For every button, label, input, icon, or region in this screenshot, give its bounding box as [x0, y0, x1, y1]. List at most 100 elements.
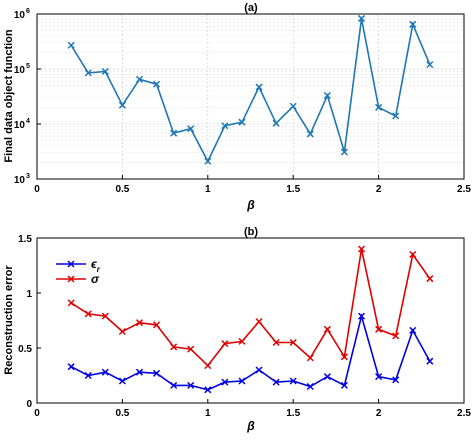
x-tick-label: 2.5 — [457, 408, 471, 419]
series-line — [70, 312, 431, 391]
data-point — [272, 119, 280, 127]
x-tick-label: 2 — [376, 184, 382, 195]
panel-b-series — [67, 245, 434, 394]
data-point — [67, 299, 75, 307]
data-point — [187, 125, 195, 133]
panel-b: (b) 0 0.5 1 1.5 2 2.5 0 0.5 1 1.5 Reconstruction … — [3, 226, 471, 433]
data-point — [375, 325, 383, 333]
x-tick-label: 0 — [34, 408, 40, 419]
data-point — [375, 103, 383, 111]
legend-marker — [67, 275, 75, 283]
data-point — [272, 378, 280, 386]
data-point — [340, 148, 348, 156]
panel-b-ticks: 0 0.5 1 1.5 2 2.5 0 0.5 1 1.5 — [18, 234, 471, 419]
x-tick-label: 1.5 — [286, 408, 300, 419]
y-tick-base: 10 — [14, 10, 26, 21]
y-tick-label: 1 — [26, 289, 32, 300]
data-point — [375, 373, 383, 381]
data-point — [306, 382, 314, 391]
data-point — [118, 101, 126, 109]
y-tick-label: 10 4 — [14, 118, 30, 131]
data-point — [340, 353, 348, 361]
data-point — [357, 14, 366, 22]
data-point — [289, 102, 297, 110]
data-point — [409, 250, 417, 259]
y-tick-base: 10 — [14, 120, 26, 131]
data-point — [135, 75, 144, 83]
data-point — [323, 373, 331, 381]
data-point — [272, 338, 280, 347]
data-point — [289, 377, 297, 385]
panel-b-legend: ϵrσ — [56, 257, 101, 286]
x-tick-label: 2.5 — [457, 184, 471, 195]
y-tick-exponent: 6 — [26, 8, 30, 15]
panel-b-xlabel: β — [246, 419, 255, 433]
data-point — [84, 310, 92, 318]
data-point — [392, 112, 400, 120]
panel-b-ylabel: Reconstruction error — [3, 265, 15, 375]
series-line — [70, 248, 431, 367]
data-point — [426, 275, 434, 283]
data-point — [204, 157, 212, 165]
data-point — [340, 381, 348, 389]
x-tick-label: 0 — [34, 184, 40, 195]
x-tick-label: 0.5 — [115, 408, 129, 419]
data-point — [392, 332, 400, 340]
panel-a-axes-box — [36, 13, 465, 180]
data-point — [255, 83, 263, 91]
panel-b-title: (b) — [244, 226, 258, 238]
panel-a-ylabel: Final data object function — [3, 29, 15, 163]
data-point — [392, 376, 400, 384]
y-tick-label: 0.5 — [18, 344, 32, 355]
y-tick-label: 0 — [26, 399, 32, 410]
legend-label: ϵr — [91, 257, 101, 274]
x-tick-label: 1 — [205, 184, 211, 195]
data-point — [84, 69, 92, 77]
legend-label: σ — [91, 272, 100, 286]
y-tick-exponent: 4 — [26, 118, 30, 125]
y-tick-label: 1.5 — [18, 234, 32, 245]
data-point — [67, 41, 75, 49]
data-point — [170, 343, 178, 351]
data-point — [84, 371, 92, 380]
data-point — [170, 129, 178, 137]
y-tick-label: 10 6 — [14, 8, 30, 21]
legend-marker — [67, 260, 75, 268]
y-tick-exponent: 5 — [26, 63, 30, 70]
data-point — [306, 354, 314, 362]
panel-a-xlabel: β — [246, 198, 255, 212]
data-point — [101, 368, 109, 376]
data-point — [187, 345, 195, 353]
data-point — [409, 20, 417, 28]
x-tick-label: 2 — [376, 408, 382, 419]
panel-b-axes-box — [36, 237, 465, 404]
data-point — [221, 340, 229, 348]
y-tick-base: 10 — [14, 65, 26, 76]
data-point — [204, 386, 212, 394]
x-tick-label: 0.5 — [115, 184, 129, 195]
data-point — [101, 312, 109, 320]
legend-entry: σ — [56, 272, 100, 286]
data-point — [153, 321, 161, 329]
data-point — [118, 377, 126, 385]
panel-a-title: (a) — [244, 2, 258, 14]
data-point — [238, 118, 246, 126]
legend-label-subscript: r — [97, 265, 101, 274]
data-point — [255, 366, 263, 374]
data-point — [323, 91, 331, 100]
data-point — [238, 377, 246, 385]
series-line — [70, 18, 431, 164]
data-point — [101, 67, 109, 76]
data-point — [426, 61, 434, 69]
data-point — [135, 319, 144, 327]
data-point — [409, 326, 417, 334]
data-point — [170, 381, 178, 389]
x-tick-label: 1 — [205, 408, 211, 419]
data-point — [187, 381, 195, 389]
data-point — [306, 130, 314, 138]
data-point — [357, 312, 366, 320]
